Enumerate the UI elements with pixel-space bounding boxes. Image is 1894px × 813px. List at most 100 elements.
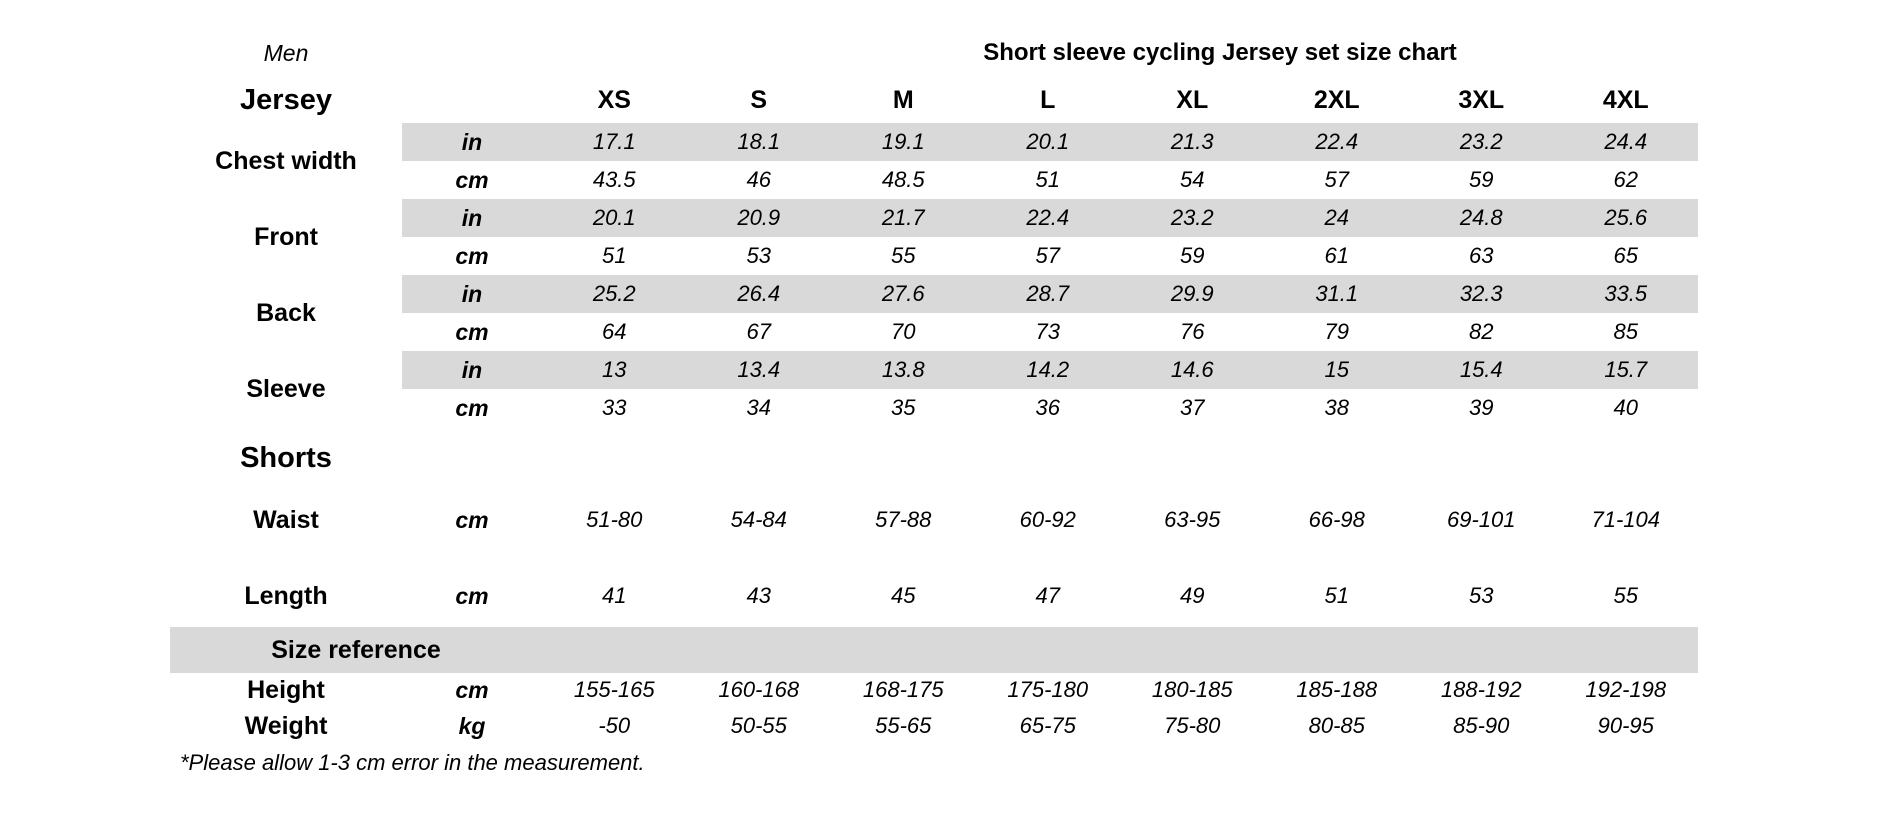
top-row: Men Short sleeve cycling Jersey set size… [170, 36, 1698, 70]
size-value-cell: 62 [1613, 167, 1638, 192]
data-row-in: in 17.1 18.1 19.1 20.1 21.3 22.4 23.2 24.4 [402, 123, 1698, 161]
title-wrap: Short sleeve cycling Jersey set size cha… [572, 36, 1868, 70]
size-value-cell: 34 [746, 395, 771, 420]
measurement-label: Front [254, 222, 318, 251]
size-value-cell: 160-168 [718, 677, 800, 702]
size-value-cell: 33.5 [1604, 281, 1648, 306]
data-row-in: in 13 13.4 13.8 14.2 14.6 15 15.4 15.7 [402, 351, 1698, 389]
size-value-cell: 39 [1469, 395, 1494, 420]
jersey-table: Chest width in 17.1 18.1 19.1 20.1 21.3 22.4 2… [170, 123, 1698, 427]
unit-cell: cm [455, 394, 489, 421]
size-value-cell: 51 [602, 243, 627, 268]
size-value-cell: 32.3 [1459, 281, 1503, 306]
size-value-cell: 15.7 [1604, 357, 1648, 382]
size-value-cell: 60-92 [1019, 507, 1076, 532]
size-value-cell: 188-192 [1440, 677, 1522, 702]
data-row-in: in 25.2 26.4 27.6 28.7 29.9 31.1 32.3 33.5 [402, 275, 1698, 313]
size-value-cell: 54-84 [730, 507, 787, 532]
size-value-cell: 65 [1613, 243, 1638, 268]
size-header-cell: L [1040, 85, 1056, 114]
size-value-cell: 64 [602, 319, 627, 344]
unit-cell: cm [455, 166, 489, 193]
unit-cell: kg [458, 712, 486, 739]
size-value-cell: -50 [598, 713, 631, 738]
value-cells: 13 13.4 13.8 14.2 14.6 15 15.4 15.7 [542, 357, 1698, 383]
size-header-cell: XL [1176, 85, 1209, 114]
size-value-cell: 23.2 [1170, 205, 1214, 230]
shorts-section-label: Shorts [240, 441, 332, 474]
data-row-cm: cm 64 67 70 73 76 79 82 85 [402, 313, 1698, 351]
unit-cell: cm [455, 582, 489, 609]
size-header-cell: XS [597, 85, 631, 114]
value-cells: 51-80 54-84 57-88 60-92 63-95 66-98 69-101 71-1… [542, 507, 1698, 533]
size-value-cell: 37 [1180, 395, 1205, 420]
unit-cell: cm [455, 506, 489, 533]
size-value-cell: 53 [746, 243, 771, 268]
height-row: Height cm 155-165 160-168 168-175 175-180 18… [170, 672, 1698, 708]
size-value-cell: 185-188 [1296, 677, 1378, 702]
size-value-cell: 13.4 [737, 357, 781, 382]
size-header-cell: 2XL [1313, 85, 1360, 114]
size-value-cell: 50-55 [730, 713, 787, 738]
size-value-cell: 29.9 [1170, 281, 1214, 306]
size-value-cell: 85-90 [1453, 713, 1510, 738]
size-value-cell: 22.4 [1315, 129, 1359, 154]
measurement-label: Chest width [215, 146, 357, 175]
size-value-cell: 63-95 [1164, 507, 1221, 532]
size-header-cell: 4XL [1602, 85, 1649, 114]
size-value-cell: 31.1 [1315, 281, 1359, 306]
size-reference-label: Size reference [271, 635, 441, 664]
size-header-cells: XS S M L XL 2XL 3XL 4XL [542, 86, 1698, 115]
value-cells: 25.2 26.4 27.6 28.7 29.9 31.1 32.3 33.5 [542, 281, 1698, 307]
size-value-cell: 26.4 [737, 281, 781, 306]
size-value-cell: 54 [1180, 167, 1205, 192]
size-value-cell: 24 [1324, 205, 1349, 230]
size-value-cell: 25.6 [1604, 205, 1648, 230]
measurement-rows: in 20.1 20.9 21.7 22.4 23.2 24 24.8 25.6 cm 51 5… [402, 199, 1698, 275]
unit-cell: in [461, 280, 483, 307]
size-value-cell: 49 [1180, 583, 1205, 608]
value-cells: 43.5 46 48.5 51 54 57 59 62 [542, 167, 1698, 193]
value-cells: 17.1 18.1 19.1 20.1 21.3 22.4 23.2 24.4 [542, 129, 1698, 155]
unit-cell: in [461, 204, 483, 231]
measurement-label: Sleeve [246, 374, 326, 403]
weight-row: Weight kg -50 50-55 55-65 65-75 75-80 80-85 85… [170, 708, 1698, 744]
size-header-cell: 3XL [1458, 85, 1505, 114]
length-row: Length cm 41 43 45 47 49 51 53 55 [170, 577, 1698, 615]
size-value-cell: 90-95 [1597, 713, 1654, 738]
unit-cell: cm [455, 676, 489, 703]
size-value-cell: 53 [1469, 583, 1494, 608]
size-value-cell: 67 [746, 319, 771, 344]
unit-cell: in [461, 356, 483, 383]
size-value-cell: 15 [1324, 357, 1349, 382]
size-value-cell: 85 [1613, 319, 1638, 344]
measurement-label: Height [247, 675, 325, 704]
size-value-cell: 79 [1324, 319, 1349, 344]
size-value-cell: 28.7 [1026, 281, 1070, 306]
size-value-cell: 43.5 [592, 167, 636, 192]
measurement-group-sleeve: Sleeve in 13 13.4 13.8 14.2 14.6 15 15.4 15.7 c… [170, 351, 1698, 427]
value-cells: 155-165 160-168 168-175 175-180 180-185 185-1… [542, 677, 1698, 703]
unit-cell: cm [455, 242, 489, 269]
size-header-cell: S [750, 85, 768, 114]
size-value-cell: 61 [1324, 243, 1349, 268]
jersey-section-label: Jersey [240, 83, 332, 116]
size-value-cell: 20.1 [592, 205, 636, 230]
size-value-cell: 46 [746, 167, 771, 192]
size-value-cell: 59 [1469, 167, 1494, 192]
size-value-cell: 13.8 [881, 357, 925, 382]
size-value-cell: 33 [602, 395, 627, 420]
size-value-cell: 51-80 [586, 507, 643, 532]
size-value-cell: 55-65 [875, 713, 932, 738]
size-value-cell: 24.8 [1459, 205, 1503, 230]
size-value-cell: 55 [1613, 583, 1638, 608]
size-value-cell: 57 [1035, 243, 1060, 268]
page-title: Short sleeve cycling Jersey set size cha… [983, 39, 1457, 66]
unit-cell: cm [455, 318, 489, 345]
measurement-group-front: Front in 20.1 20.9 21.7 22.4 23.2 24 24.8 25.6 … [170, 199, 1698, 275]
size-value-cell: 73 [1035, 319, 1060, 344]
size-value-cell: 66-98 [1308, 507, 1365, 532]
size-value-cell: 20.1 [1026, 129, 1070, 154]
size-value-cell: 23.2 [1459, 129, 1503, 154]
size-value-cell: 25.2 [592, 281, 636, 306]
